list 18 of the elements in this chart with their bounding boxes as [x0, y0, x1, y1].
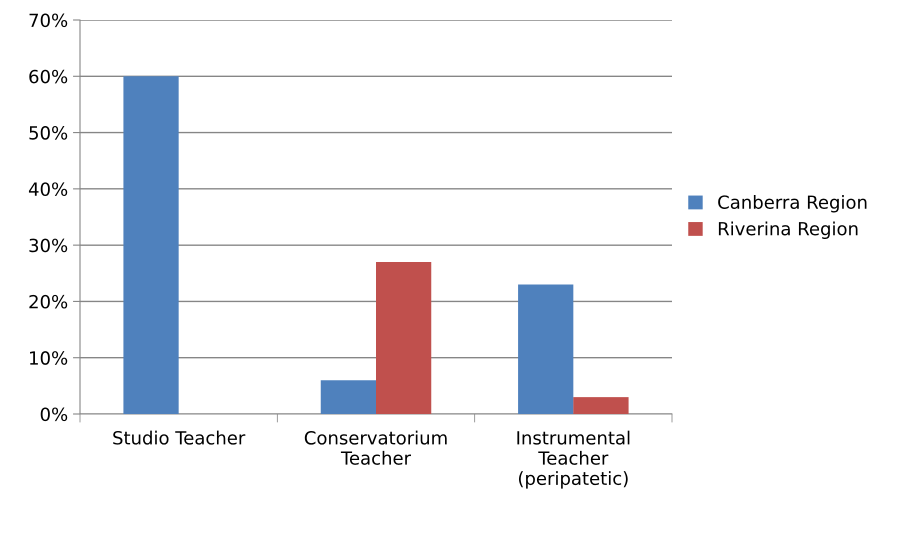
y-tick-label: 40% [28, 182, 68, 196]
x-tick-label: Conservatorium Teacher [304, 430, 447, 465]
bar [573, 397, 629, 414]
y-tick-label: 50% [29, 126, 68, 140]
legend-label: Riverina Region [718, 222, 858, 239]
x-tick-label: Studio Teacher [113, 430, 246, 445]
bar [518, 284, 574, 414]
y-tick-label: 30% [29, 238, 68, 252]
bar [123, 76, 179, 414]
y-tick-label: 10% [30, 351, 68, 365]
y-tick-label: 60% [29, 70, 68, 84]
y-tick-label: 0% [40, 407, 68, 422]
y-tick-label: 20% [29, 294, 68, 309]
x-tick-label: Instrumental Teacher (peripatetic) [517, 430, 630, 489]
bar [376, 262, 432, 414]
legend-label: Canberra Region [718, 195, 866, 212]
bar [320, 380, 376, 414]
y-tick-label: 70% [30, 13, 68, 28]
